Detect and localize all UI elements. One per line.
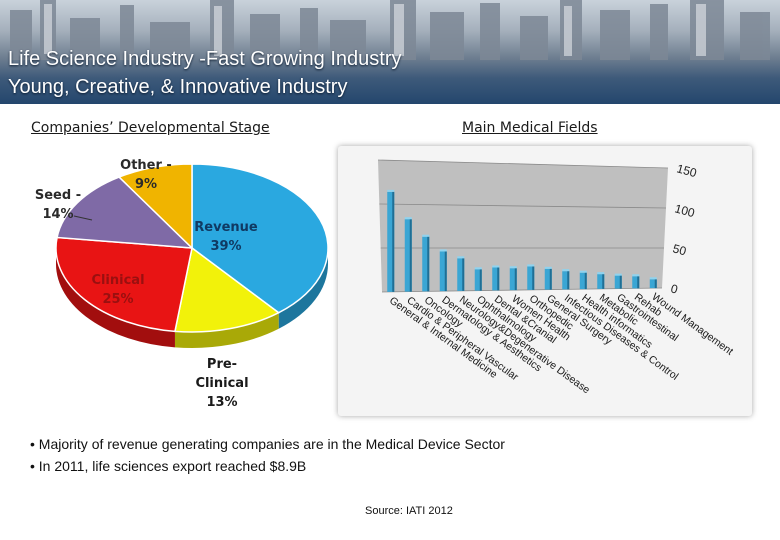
bar xyxy=(562,271,570,290)
y-tick-label: 50 xyxy=(671,241,688,258)
bar-cap xyxy=(422,234,430,237)
bar xyxy=(649,279,657,289)
pie-slice xyxy=(56,176,195,249)
bar-shadow xyxy=(392,191,395,292)
bar-shadow xyxy=(409,219,412,292)
pie-slice xyxy=(55,236,193,333)
bar-cap xyxy=(597,272,605,275)
bar-shadow xyxy=(462,258,465,291)
gridline xyxy=(379,203,667,209)
pie-leader-line xyxy=(73,215,93,221)
bar xyxy=(632,276,640,289)
bar xyxy=(422,236,430,292)
y-tick-label: 150 xyxy=(675,161,698,180)
pie-slice xyxy=(191,163,329,314)
bar-shadow xyxy=(532,266,535,290)
bullet-list: • Majority of revenue generating compani… xyxy=(30,433,505,477)
pie-slice-side xyxy=(174,312,279,348)
bar-cap xyxy=(509,266,517,269)
bar-cap xyxy=(457,256,465,259)
bar xyxy=(544,268,552,290)
header-banner: Life Science Industry -Fast Growing Indu… xyxy=(0,0,780,104)
bar xyxy=(492,267,500,291)
bar-shadow xyxy=(602,274,605,289)
bar xyxy=(404,219,412,292)
pie-chart-title: Companies’ Developmental Stage xyxy=(31,120,270,136)
y-tick-label: 0 xyxy=(669,281,679,296)
bar xyxy=(509,268,517,291)
bar xyxy=(597,274,605,289)
bar xyxy=(579,272,587,290)
bar-shadow xyxy=(654,279,657,289)
header-title-line1: Life Science Industry -Fast Growing Indu… xyxy=(8,48,402,70)
bar-cap xyxy=(474,267,482,270)
bar xyxy=(614,275,622,289)
bar-cap xyxy=(632,274,640,277)
bar-shadow xyxy=(497,267,500,291)
bar-shadow xyxy=(619,275,622,289)
bar-cap xyxy=(544,266,552,269)
plot-area xyxy=(378,160,668,292)
pie-label: Pre-Clinical 13% xyxy=(195,357,248,410)
pie-label: Seed -14% xyxy=(35,188,81,222)
pie-slice xyxy=(117,163,193,250)
bar-cap xyxy=(404,217,412,220)
pie-slice-side xyxy=(56,248,175,348)
gridline xyxy=(377,159,669,169)
bar-shadow xyxy=(637,276,640,289)
bar-cap xyxy=(614,273,622,276)
source-note: Source: IATI 2012 xyxy=(365,505,453,517)
bar-cap xyxy=(387,189,395,192)
bar-shadow xyxy=(479,269,482,291)
bar-cap xyxy=(527,264,535,267)
bar-cap xyxy=(439,249,447,252)
pie-label: Clinical 25% xyxy=(91,273,144,307)
bar xyxy=(527,266,535,290)
bar-cap xyxy=(562,269,570,272)
bar-shadow xyxy=(514,268,517,291)
bar-chart-title: Main Medical Fields xyxy=(462,120,598,136)
bullet-item: • Majority of revenue generating compani… xyxy=(30,436,505,452)
bar-shadow xyxy=(567,271,570,290)
header-title-line2: Young, Creative, & Innovative Industry xyxy=(8,76,348,98)
bar-shadow xyxy=(584,272,587,290)
bar-shadow xyxy=(549,268,552,290)
pie-slice-side xyxy=(278,248,328,329)
bar xyxy=(439,251,447,292)
pie-label: Revenue 39% xyxy=(194,220,258,254)
bar-cap xyxy=(492,265,500,268)
bar xyxy=(387,191,395,292)
bullet-item: • In 2011, life sciences export reached … xyxy=(30,458,307,474)
bar-shadow xyxy=(444,251,447,292)
bar-cap xyxy=(649,277,657,280)
city-skyline-image xyxy=(10,0,770,60)
bar-shadow xyxy=(427,236,430,292)
pie-label: Other -9% xyxy=(120,158,172,192)
bar xyxy=(474,269,482,291)
bar-cap xyxy=(579,270,587,273)
bar xyxy=(457,258,465,291)
pie-slice xyxy=(174,246,281,333)
y-tick-label: 100 xyxy=(673,201,696,220)
pie-chart: Revenue 39% Pre-Clinical 13% Clinical 25% Seed… xyxy=(35,158,329,410)
